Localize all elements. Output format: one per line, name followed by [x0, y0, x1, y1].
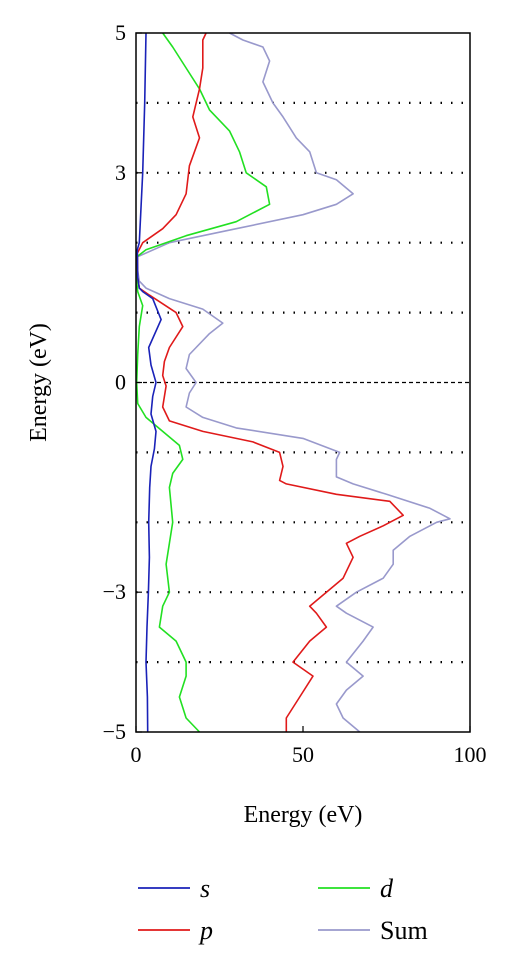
y-axis-label: Energy (eV): [26, 323, 52, 442]
x-tick-label-1: 50: [292, 742, 314, 767]
series-layer: [135, 32, 451, 733]
grid-layer: [136, 101, 470, 664]
y-tick-label-1: −3: [103, 579, 126, 604]
tick-layer: 0 50 100 −5 −3 0 3 5: [103, 20, 487, 767]
y-tick-label-4: 5: [115, 20, 126, 45]
series-line-s: [136, 32, 162, 733]
legend-label-d: d: [380, 874, 394, 903]
y-tick-label-0: −5: [103, 719, 126, 744]
legend-label-sum: Sum: [380, 916, 428, 945]
x-tick-label-2: 100: [454, 742, 487, 767]
y-tick-label-3: 3: [115, 160, 126, 185]
series-line-sum: [136, 32, 451, 733]
legend-label-s: s: [200, 874, 210, 903]
legend: s d p Sum: [138, 874, 428, 945]
y-tick-label-2: 0: [115, 370, 126, 395]
legend-label-p: p: [198, 916, 213, 945]
x-tick-label-0: 0: [131, 742, 142, 767]
x-axis-label: Energy (eV): [244, 802, 363, 828]
series-line-p: [136, 32, 404, 732]
